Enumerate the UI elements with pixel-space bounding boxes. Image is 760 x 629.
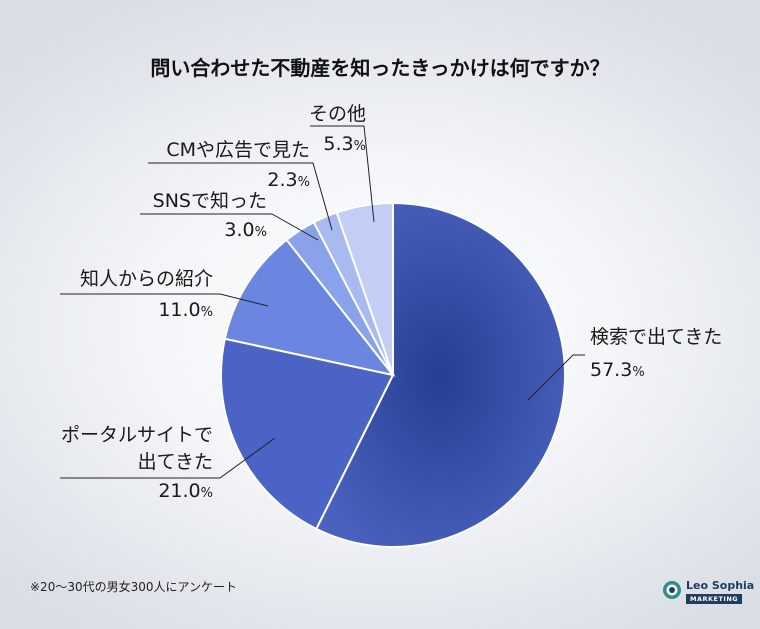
slice-value-4: 2.3% xyxy=(267,169,310,191)
leader-line-3 xyxy=(140,213,319,241)
slice-value-2: 11.0% xyxy=(158,299,213,321)
logo-subtitle: MARKETING xyxy=(686,594,743,604)
slice-label-4: CMや広告で見た xyxy=(166,139,310,161)
leader-line-2 xyxy=(60,293,269,307)
slice-label-5: その他 xyxy=(309,103,366,125)
pie-slice-0 xyxy=(314,201,566,548)
slice-label-1: 出てきた xyxy=(138,451,213,473)
leader-line-5 xyxy=(310,125,375,223)
slice-value-0: 57.3% xyxy=(590,359,645,381)
pie-slice-2 xyxy=(223,238,396,377)
footnote: ※20～30代の男女300人にアンケート xyxy=(30,580,238,594)
slice-value-3: 3.0% xyxy=(224,219,267,241)
leader-line-4 xyxy=(148,162,333,231)
lion-head-icon xyxy=(663,581,681,599)
leader-line-1 xyxy=(60,437,276,479)
slice-value-1: 21.0% xyxy=(158,480,213,502)
pie-slice-5 xyxy=(335,201,394,376)
slice-label-2: 知人からの紹介 xyxy=(80,268,213,290)
slice-value-5: 5.3% xyxy=(323,133,366,155)
slice-label-3: SNSで知った xyxy=(153,190,267,212)
logo-name: Leo Sophia xyxy=(686,579,755,592)
slice-label-1: ポータルサイトで xyxy=(61,424,213,446)
pie-slice-1 xyxy=(220,337,395,531)
brand-logo: Leo Sophia MARKETING xyxy=(660,577,754,607)
chart-title: 問い合わせた不動産を知ったきっかけは何ですか？ xyxy=(150,56,610,80)
slice-label-0: 検索で出てきた xyxy=(590,326,722,348)
leader-line-0 xyxy=(527,354,585,401)
